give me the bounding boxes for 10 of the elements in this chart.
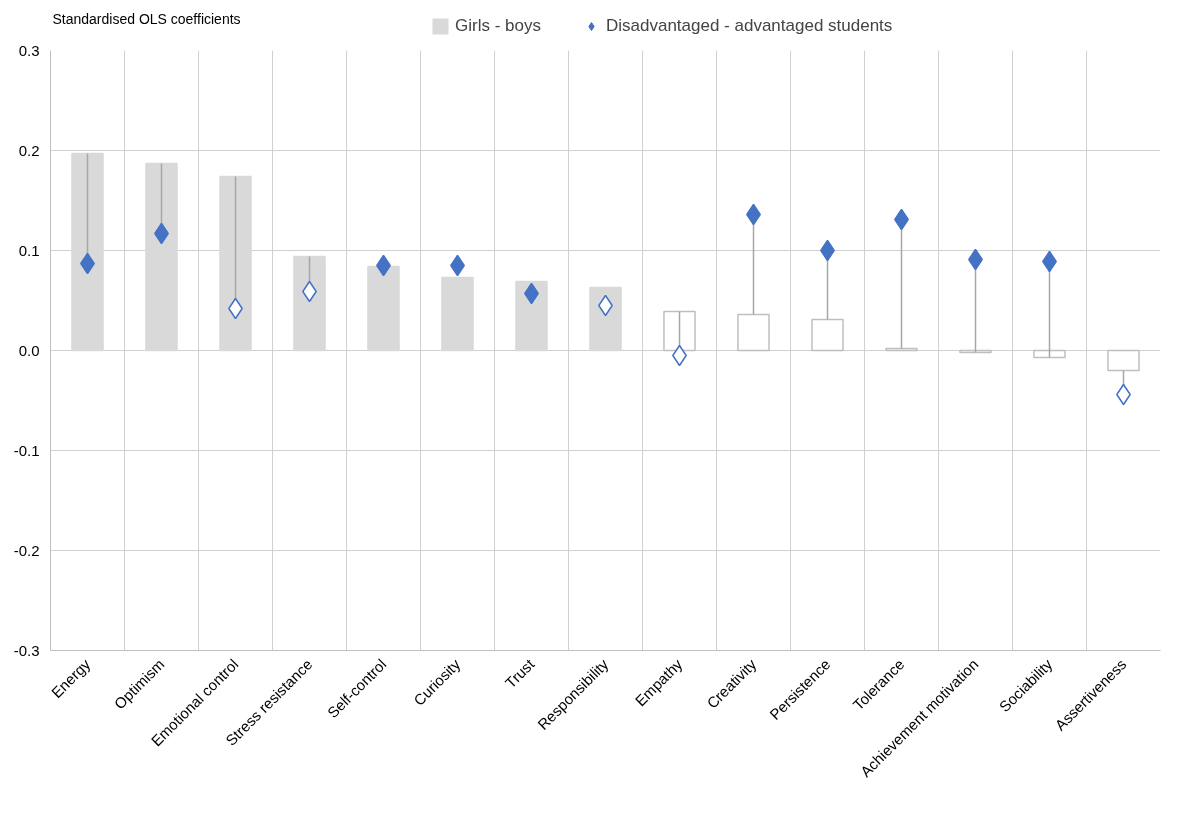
y-tick-label: 0.2: [18, 141, 40, 159]
legend-label: Girls - boys: [455, 16, 541, 36]
y-axis-title: Standardised OLS coefficients: [52, 10, 241, 27]
y-tick-label: -0.1: [13, 441, 40, 459]
y-tick-label: -0.2: [13, 541, 40, 559]
y-tick-label: 0.3: [18, 41, 40, 59]
y-tick-label: 0.0: [18, 341, 40, 359]
y-tick-label: 0.1: [18, 241, 40, 259]
y-tick-label: -0.3: [13, 641, 40, 659]
legend-label: Disadvantaged - advantaged students: [605, 16, 893, 36]
